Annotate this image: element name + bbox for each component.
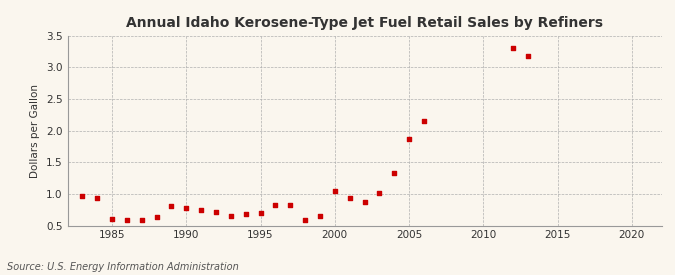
Point — [151, 215, 162, 219]
Y-axis label: Dollars per Gallon: Dollars per Gallon — [30, 84, 40, 178]
Point — [522, 54, 533, 58]
Point — [107, 217, 117, 221]
Point — [196, 208, 207, 213]
Point — [270, 203, 281, 207]
Point — [92, 196, 103, 200]
Point — [389, 171, 400, 175]
Point — [122, 218, 132, 222]
Point — [329, 188, 340, 193]
Point — [181, 206, 192, 210]
Point — [166, 204, 177, 208]
Point — [404, 137, 414, 141]
Text: Source: U.S. Energy Information Administration: Source: U.S. Energy Information Administ… — [7, 262, 238, 272]
Point — [255, 211, 266, 215]
Point — [240, 212, 251, 216]
Point — [418, 118, 429, 123]
Point — [136, 218, 147, 223]
Point — [315, 214, 325, 218]
Point — [211, 209, 221, 214]
Point — [374, 190, 385, 195]
Point — [225, 214, 236, 218]
Point — [344, 196, 355, 200]
Point — [508, 46, 518, 51]
Title: Annual Idaho Kerosene-Type Jet Fuel Retail Sales by Refiners: Annual Idaho Kerosene-Type Jet Fuel Reta… — [126, 16, 603, 31]
Point — [77, 194, 88, 198]
Point — [359, 200, 370, 204]
Point — [300, 218, 310, 223]
Point — [285, 203, 296, 207]
